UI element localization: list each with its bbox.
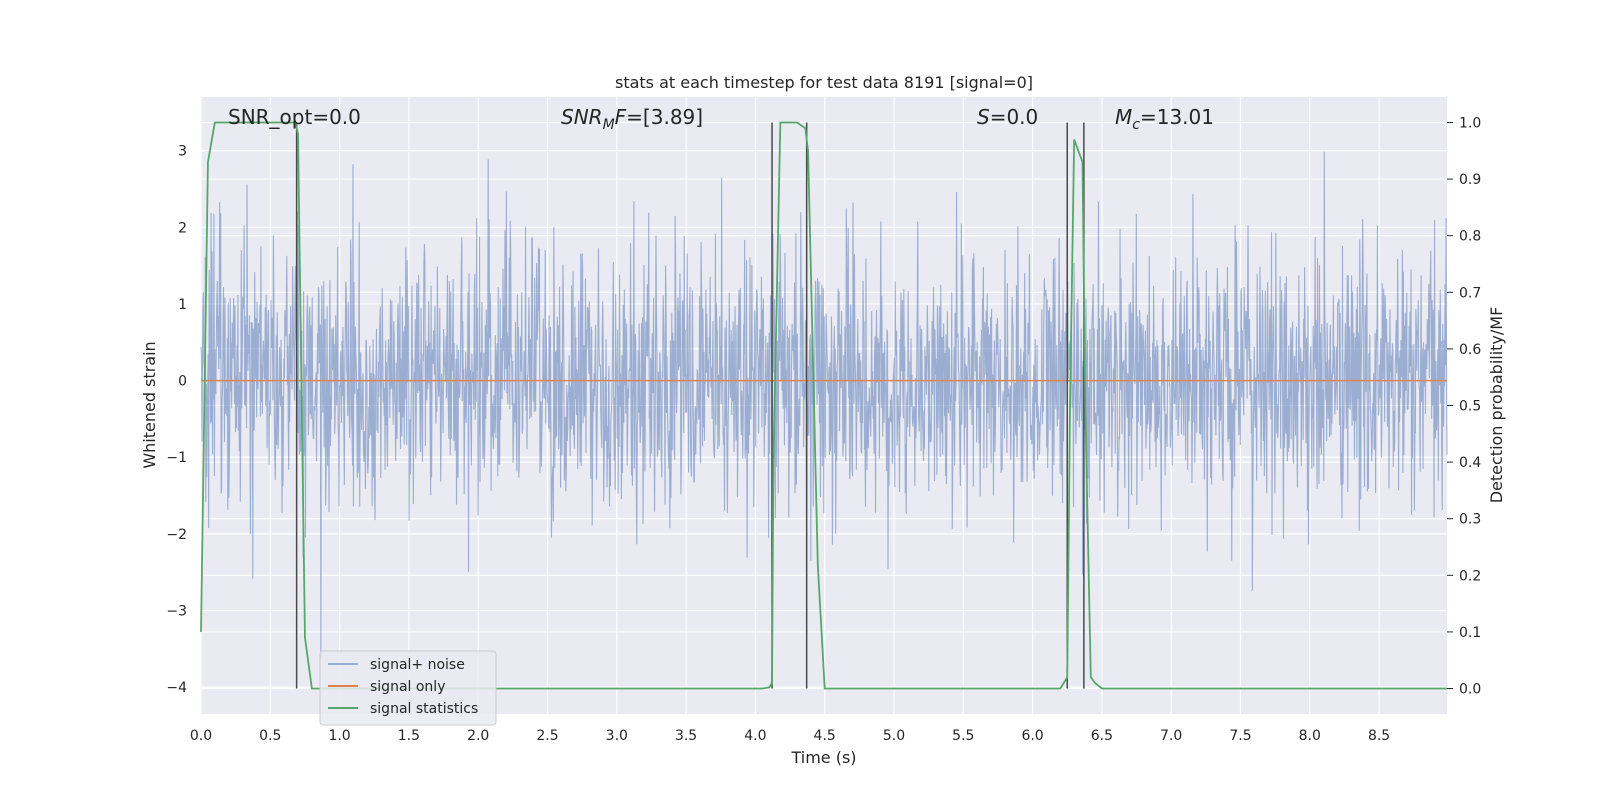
y2-tick-label: 0.8	[1459, 229, 1481, 245]
x-axis-label: Time (s)	[790, 748, 856, 767]
y2-tick-label: 0.5	[1459, 399, 1481, 415]
x-tick-label: 2.0	[467, 728, 489, 744]
annotation-snr-opt: SNR_opt=0.0	[228, 105, 361, 129]
annotation-snr-mf-value: =[3.89]	[626, 105, 703, 129]
y-tick-label: 0	[178, 374, 187, 390]
y2-axis-label: Detection probability/MF	[1487, 307, 1506, 504]
x-tick-label: 1.5	[398, 728, 420, 744]
y2-tick-label: 0.0	[1459, 682, 1481, 698]
x-tick-label: 5.0	[883, 728, 905, 744]
y2-tick-label: 0.7	[1459, 285, 1481, 301]
x-tick-label: 8.5	[1368, 728, 1390, 744]
annotation-mc-sub: c	[1132, 117, 1140, 133]
y2-tick-label: 0.2	[1459, 568, 1481, 584]
y2-tick-label: 1.0	[1459, 115, 1481, 131]
y2-axis-ticks: 1.0 0.9 0.8 0.7 0.6 0.5 0.4 0.3 0.2 0.1 0.0	[1447, 115, 1481, 698]
y-tick-label: −2	[166, 527, 187, 543]
x-tick-label: 2.5	[536, 728, 558, 744]
x-tick-label: 0.5	[259, 728, 281, 744]
y-tick-label: 2	[178, 220, 187, 236]
x-tick-label: 3.0	[606, 728, 628, 744]
x-tick-label: 6.0	[1021, 728, 1043, 744]
series-signal-statistics	[200, 121, 1447, 690]
x-tick-label: 1.0	[328, 728, 350, 744]
annotation-mc: Mc=13.01	[1115, 105, 1214, 133]
y2-tick-label: 0.9	[1459, 172, 1481, 188]
x-tick-label: 8.0	[1299, 728, 1321, 744]
x-tick-label: 7.0	[1160, 728, 1182, 744]
y2-tick-label: 0.3	[1459, 512, 1481, 528]
legend-label-signal-noise: signal+ noise	[370, 657, 465, 673]
y-axis-label: Whitened strain	[140, 341, 159, 468]
signal-statistics-line	[200, 121, 1447, 690]
annotation-snr-mf-main: SNR	[561, 105, 603, 129]
annotation-snr-mf-italic: F	[615, 105, 627, 129]
x-axis-ticks: 0.0 0.5 1.0 1.5 2.0 2.5 3.0 3.5 4.0 4.5 5.0 5.5 6.0 6…	[190, 728, 1390, 744]
y-tick-label: −3	[166, 604, 187, 620]
legend-label-signal-statistics: signal statistics	[370, 701, 478, 717]
y2-tick-label: 0.1	[1459, 625, 1481, 641]
x-tick-label: 7.5	[1229, 728, 1251, 744]
y-axis-ticks: 3 2 1 0 −1 −2 −3 −4	[166, 144, 187, 697]
annotation-mc-value: =13.01	[1140, 105, 1214, 129]
y-tick-label: −4	[166, 680, 187, 696]
annotation-snr-mf: SNRMF=[3.89]	[561, 105, 703, 133]
y-tick-label: 1	[178, 297, 187, 313]
annotation-s: S=0.0	[977, 105, 1038, 129]
x-tick-label: 4.5	[814, 728, 836, 744]
annotation-s-symbol: S	[977, 105, 990, 129]
y-tick-label: 3	[178, 144, 187, 160]
y2-tick-label: 0.4	[1459, 455, 1481, 471]
legend: signal+ noise signal only signal statist…	[319, 650, 497, 726]
annotation-mc-symbol: M	[1115, 105, 1132, 129]
x-tick-label: 6.5	[1091, 728, 1113, 744]
legend-label-signal-only: signal only	[370, 679, 445, 695]
annotation-snr-mf-sub: M	[603, 117, 615, 133]
x-tick-label: 0.0	[190, 728, 212, 744]
x-tick-label: 4.0	[744, 728, 766, 744]
y2-tick-label: 0.6	[1459, 342, 1481, 358]
legend-box	[319, 650, 497, 726]
chart-title: stats at each timestep for test data 819…	[615, 73, 1033, 92]
x-tick-label: 5.5	[952, 728, 974, 744]
annotation-s-value: =0.0	[990, 105, 1039, 129]
x-tick-label: 3.5	[675, 728, 697, 744]
y-tick-label: −1	[166, 450, 187, 466]
